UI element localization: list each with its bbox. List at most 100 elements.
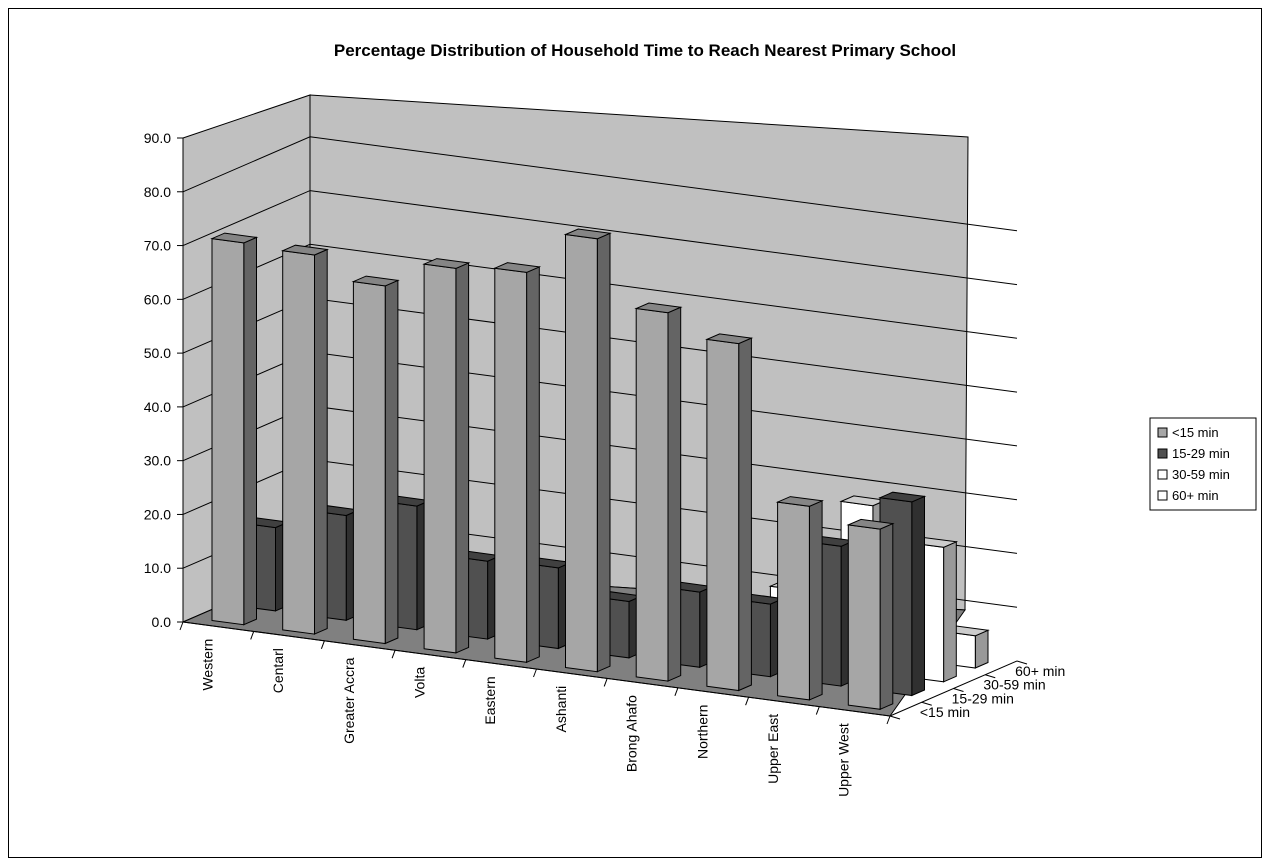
x-tick-label: Greater Accra: [341, 657, 357, 744]
legend-swatch: [1157, 427, 1168, 438]
y-tick-label: 70.0: [144, 238, 171, 254]
x-tick-mark: [462, 659, 467, 668]
bar--15-min-western: [210, 232, 259, 626]
legend-label: 15-29 min: [1172, 446, 1230, 461]
bar-front: [635, 307, 669, 682]
depth-tick-mark: [953, 688, 964, 692]
bar--15-min-eastern: [492, 262, 542, 664]
legend-label: 60+ min: [1172, 488, 1219, 503]
y-tick-label: 60.0: [144, 291, 171, 307]
x-tick-label: Northern: [694, 705, 710, 759]
y-tick-label: 90.0: [144, 130, 171, 146]
bar-front: [847, 524, 881, 710]
x-tick-mark: [179, 621, 184, 631]
x-tick-label: Upper East: [765, 714, 781, 784]
bars: [210, 228, 990, 711]
bar-top: [563, 228, 612, 240]
bar-side: [667, 306, 682, 682]
legend-label: <15 min: [1172, 425, 1219, 440]
bar-top: [846, 518, 895, 530]
x-tick-mark: [391, 650, 396, 659]
x-tick-mark: [320, 640, 325, 649]
bar--15-min-volta: [422, 258, 471, 654]
legend-swatch: [1157, 448, 1168, 459]
y-tick-label: 30.0: [144, 453, 171, 469]
x-tick-label: Upper West: [836, 723, 852, 797]
bar-side: [243, 236, 257, 626]
bar-top: [878, 491, 927, 503]
bar-side: [808, 500, 823, 701]
bar-side: [974, 629, 989, 669]
gridline: [182, 136, 1018, 232]
depth-label: 60+ min: [1015, 663, 1065, 679]
y-tick-label: 40.0: [144, 399, 171, 415]
bar-front: [211, 238, 245, 626]
legend-swatch: [1157, 490, 1168, 501]
bar-side: [314, 248, 328, 635]
bar-front: [494, 267, 528, 663]
depth-tick-mark: [985, 674, 996, 679]
x-tick-label: Centarl: [270, 648, 286, 693]
bar-top: [210, 232, 259, 244]
y-tick-label: 20.0: [144, 506, 171, 522]
bar--15-min-ashanti: [563, 228, 612, 673]
legend: <15 min 15-29 min 30-59 min 60+ min: [1149, 417, 1257, 511]
bar-side: [526, 266, 540, 664]
x-tick-mark: [745, 697, 750, 706]
x-axis: Western Centarl Greater Accra Volta Eastern A…: [179, 621, 891, 797]
bar--15-min-greater-accra: [351, 275, 400, 645]
bar--15-min-northern: [705, 333, 754, 692]
bar-side: [943, 541, 957, 683]
depth-label: <15 min: [920, 704, 970, 720]
depth-label: 15-29 min: [952, 690, 1014, 706]
x-tick-label: Western: [199, 639, 215, 691]
bar-front: [777, 501, 810, 701]
depth-label: 30-59 min: [983, 677, 1045, 693]
bar-side: [455, 262, 470, 654]
bar-top: [280, 244, 330, 256]
legend-swatch: [1157, 469, 1168, 480]
gridline: [182, 190, 1018, 286]
x-tick-mark: [815, 706, 820, 715]
legend-box: [1149, 417, 1257, 511]
bar-side: [738, 337, 752, 692]
bar-front: [565, 233, 598, 673]
y-axis: 0.0 10.0 20.0 30.0 40.0 50.0 60.0 70.0 80.0 90.0: [144, 130, 184, 630]
x-tick-mark: [674, 687, 679, 696]
bar-side: [384, 279, 399, 645]
bar-top: [775, 496, 824, 507]
legend-label: 30-59 min: [1172, 467, 1230, 482]
bar--15-min-centarl: [280, 244, 330, 635]
bar-front: [423, 263, 457, 654]
bar-top: [705, 333, 754, 345]
y-tick-label: 10.0: [144, 560, 171, 576]
x-tick-mark: [250, 631, 255, 640]
bar-side: [911, 495, 925, 697]
x-tick-mark: [886, 715, 891, 725]
x-tick-mark: [533, 668, 537, 678]
depth-tick-mark: [1016, 660, 1028, 665]
x-tick-label: Eastern: [482, 676, 498, 724]
bar-side: [596, 232, 611, 673]
depth-tick-mark: [889, 715, 901, 720]
y-tick-label: 0.0: [152, 614, 172, 630]
bar-top: [492, 262, 542, 273]
depth-tick-mark: [921, 701, 932, 706]
x-tick-label: Volta: [411, 667, 427, 698]
x-tick-label: Brong Ahafo: [624, 695, 640, 772]
x-tick-mark: [603, 678, 608, 687]
y-tick-label: 50.0: [144, 345, 171, 361]
bar-top: [422, 258, 471, 269]
bar-side: [879, 522, 894, 711]
x-tick-label: Ashanti: [553, 686, 569, 733]
bar-front: [706, 338, 740, 692]
bar-top: [634, 302, 683, 314]
bar-front: [282, 250, 315, 635]
y-tick-label: 80.0: [144, 184, 171, 200]
chart-title: Percentage Distribution of Household Tim…: [334, 41, 956, 60]
bar-front: [352, 281, 386, 645]
bar--15-min-upper-west: [846, 518, 895, 711]
bar--15-min-brong-ahafo: [634, 302, 683, 682]
